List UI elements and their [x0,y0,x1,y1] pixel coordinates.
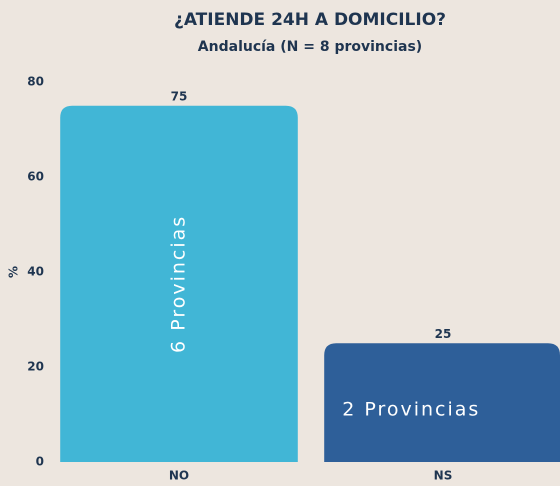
x-tick-label: NO [169,469,189,483]
bar-annotation: 2 Provincias [342,398,480,420]
bar-annotation: 6 Provincias [168,215,190,353]
y-axis-label: % [7,266,21,278]
y-tick-label: 0 [36,455,44,469]
bar [324,343,560,462]
chart-subtitle: Andalucía (N = 8 provincias) [198,39,422,55]
value-label: 25 [435,327,452,341]
bar [60,105,298,462]
y-tick-label: 40 [27,265,44,279]
y-tick-label: 60 [27,170,44,184]
y-tick-label: 80 [27,75,44,89]
value-label: 75 [171,89,188,103]
chart-title: ¿ATIENDE 24H A DOMICILIO? [174,10,446,30]
y-tick-label: 20 [27,360,44,374]
x-tick-label: NS [434,469,453,483]
